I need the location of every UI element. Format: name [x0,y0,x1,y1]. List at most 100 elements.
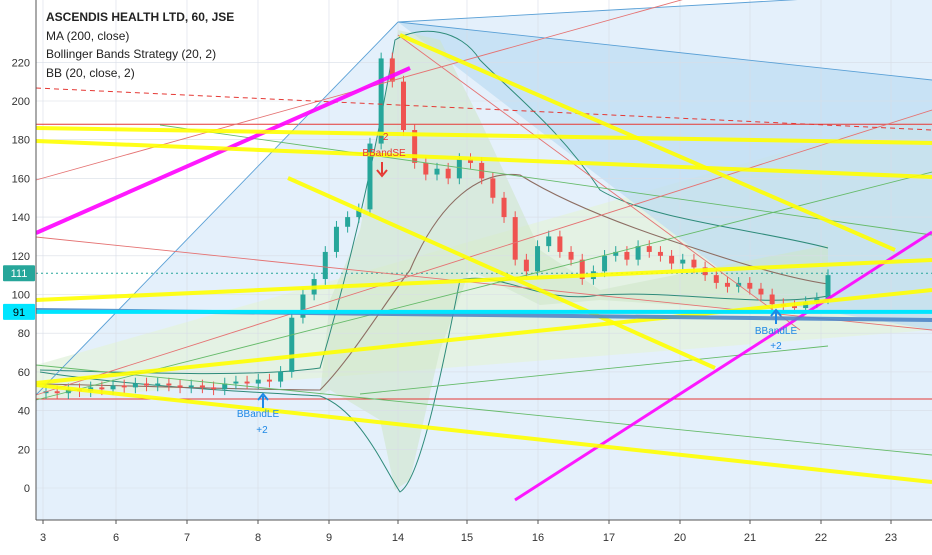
candle [624,251,630,260]
channel-line [35,0,683,181]
candle [177,385,183,388]
candle [233,381,239,384]
candle [456,159,462,179]
candle [434,168,440,175]
candle [557,236,563,252]
channel-line [35,109,932,396]
candle [400,81,406,131]
candle [613,251,619,256]
horizontal-levels [36,123,932,400]
candle [255,379,261,384]
candle [657,251,663,256]
signal-label: +2 [256,425,268,436]
candle [769,294,775,305]
candle [278,371,284,382]
legend-bb[interactable]: BB (20, close, 2) [46,65,135,80]
y-tick-label: 180 [12,135,30,147]
channel-line [397,0,798,23]
candle [602,255,608,272]
candle [199,385,205,388]
channel-line [35,171,932,401]
candle [579,259,585,280]
y-tick-label: 220 [12,57,30,69]
candle [490,178,496,198]
bollinger-bands [39,30,829,493]
price-label-box [3,303,35,320]
x-tick-label: 15 [461,532,473,544]
candle [680,259,686,264]
y-tick-label: 40 [18,406,30,418]
x-tick-label: 8 [255,532,261,544]
grid [36,0,932,520]
candle [244,381,250,384]
candle [345,217,351,227]
candle [110,385,116,390]
trendline [399,33,896,252]
candle [322,251,328,280]
legend-ma[interactable]: MA (200, close) [46,28,130,43]
annotations: -2 BBandSE BBandLE +2 BBandLE +2 [237,132,798,436]
candle [669,255,675,264]
candle [289,317,295,372]
x-tick-label: 16 [532,532,544,544]
price-label: 91 [13,307,25,319]
signal-label: BBandLE [237,409,280,420]
signal-label: BBandSE [362,148,406,159]
channel-line [35,236,932,331]
y-tick-label: 80 [18,328,30,340]
price-label-box [3,265,35,282]
x-tick-label: 17 [603,532,615,544]
candle [266,379,272,382]
channel-line [159,124,932,236]
candle [747,282,753,289]
trendline [35,288,932,385]
y-tick-label: 20 [18,444,30,456]
candle [501,197,507,218]
candle [356,209,362,218]
candle [423,162,429,175]
candle [412,130,418,163]
candle [333,226,339,252]
signal-label: +2 [770,341,782,352]
y-tick-label: 200 [12,96,30,108]
candle [389,58,395,82]
candle [155,383,161,386]
candle [65,389,71,394]
y-tick-label: 100 [12,290,30,302]
candle [300,294,306,318]
channel-line [35,364,932,456]
price-label: 111 [11,268,28,280]
candle [188,385,194,388]
signal-label: -2 [380,132,389,143]
candle [803,302,809,309]
candle [378,58,384,144]
trendline [35,139,932,179]
trendline [514,230,932,502]
candle [445,168,451,179]
x-tick-label: 3 [40,532,46,544]
x-tick-label: 7 [184,532,190,544]
x-tick-label: 22 [815,532,827,544]
candle [54,391,60,394]
x-tick-label: 14 [392,532,404,544]
signal-label: BBandLE [755,326,798,337]
candle [468,159,474,163]
y-tick-label: 60 [18,367,30,379]
candle [144,383,150,386]
channel-line [397,34,801,331]
legend-bb-strategy[interactable]: Bollinger Bands Strategy (20, 2) [46,47,217,61]
trendline [287,176,716,370]
candle [512,217,518,260]
ma-200-line [35,87,932,131]
bb-lower [39,277,829,493]
y-tick-label: 120 [12,251,30,263]
candle [166,383,172,386]
x-tick-label: 20 [674,532,686,544]
bb-basis [39,173,829,391]
sell-arrow-icon [376,162,388,178]
candle [222,383,228,390]
trendline [35,126,932,145]
candle [535,246,541,272]
